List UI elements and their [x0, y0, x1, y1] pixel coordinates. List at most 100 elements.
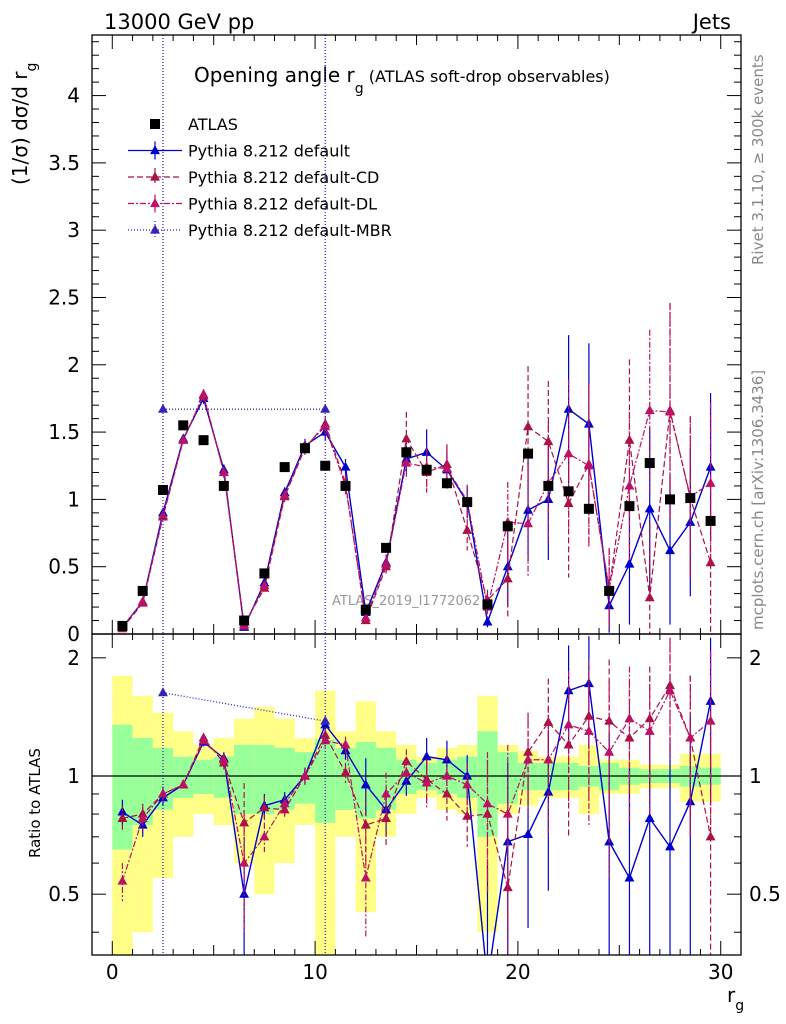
ratio-tick-label: 2 [67, 646, 80, 670]
atlas-point [502, 521, 513, 532]
band-inner [233, 744, 255, 815]
x-axis-label-main: r [727, 983, 736, 1007]
band-inner [173, 756, 194, 798]
y-tick-label: 1 [67, 487, 80, 511]
pythia-8-212-default-dl-ratio-point [279, 798, 290, 808]
x-tick-label: 30 [708, 960, 733, 984]
legend-label: Pythia 8.212 default-DL [188, 195, 377, 214]
pythia-8-212-default-dl-ratio-point [401, 767, 412, 777]
atlas-point [157, 484, 168, 495]
pythia-8-212-default-point [340, 461, 351, 471]
y-tick-label: 2 [67, 353, 80, 377]
band-inner [375, 747, 397, 810]
atlas-point [401, 447, 412, 458]
mbr-ratio-point [158, 687, 168, 697]
pythia-8-212-default-dl-ratio-point [259, 831, 270, 841]
mbr-point [158, 403, 168, 413]
pythia-8-212-default-point [644, 503, 655, 513]
atlas-point [198, 435, 209, 446]
legend: ATLAS Pythia 8.212 default Pythia 8.212 de… [128, 115, 392, 240]
x-tick-label: 10 [302, 960, 327, 984]
y-tick-label: 4 [67, 84, 80, 108]
ratio-tick-label: 1 [67, 764, 80, 788]
pythia-8-212-default-dl-ratio-point [563, 719, 574, 729]
pythia-8-212-default-dl-point [360, 612, 371, 622]
band-inner [477, 731, 498, 837]
atlas-point [178, 420, 189, 431]
pythia-8-212-default-dl-point [644, 405, 655, 415]
pythia-8-212-default-dl-ratio-point [421, 777, 432, 787]
pythia-8-212-default-dl-ratio-point [300, 770, 310, 780]
ratio-tick-label-right: 1 [749, 764, 762, 788]
pythia-8-212-default-dl-ratio-point [543, 754, 554, 764]
band-inner [132, 737, 153, 826]
pythia-8-212-default-dl-ratio-point [137, 812, 148, 822]
pythia-8-212-default-dl-ratio-line [121, 689, 711, 882]
pythia-8-212-default-ratio-point [624, 872, 635, 882]
atlas-point [320, 460, 331, 471]
pythia-8-212-default-dl-point [158, 510, 168, 520]
header-left: 13000 GeV pp [104, 10, 254, 34]
mbr-ratio-point [320, 715, 331, 725]
pythia-8-212-default-dl-point [583, 460, 594, 470]
pythia-8-212-default-cd-ratio-point [665, 680, 675, 690]
pythia-8-212-default-dl-point [259, 580, 270, 590]
atlas-point [665, 494, 676, 505]
legend-marker [150, 171, 160, 181]
legend-marker [150, 198, 160, 208]
legend-marker [150, 145, 160, 155]
atlas-point [705, 515, 716, 526]
atlas-point [462, 497, 473, 508]
pythia-8-212-default-ratio-point [644, 812, 655, 822]
y-tick-label: 3 [67, 218, 80, 242]
watermark-label: ATLAS_2019_I1772062 [332, 594, 480, 609]
pythia-8-212-default-dl-ratio-point [705, 715, 716, 725]
y-tick-label: 3.5 [48, 151, 80, 175]
y-axis-label-main: (1/σ) dσ/d r [8, 71, 32, 185]
pythia-8-212-default-ratio-point [483, 976, 493, 985]
atlas-point [279, 462, 290, 473]
x-tick-label: 0 [106, 960, 119, 984]
ratio-bands [92, 675, 741, 955]
band-inner [112, 724, 133, 850]
atlas-point [137, 585, 148, 596]
pythia-8-212-default-cd-ratio-point [239, 817, 250, 827]
pythia-8-212-default-dl-point [523, 518, 533, 528]
chart-title-main: Opening angle r [194, 63, 356, 87]
ratio-tick-label-right: 2 [749, 646, 762, 670]
pythia-8-212-default-ratio-point [523, 828, 533, 838]
pythia-8-212-default-dl-ratio-point [685, 732, 696, 742]
pythia-8-212-default-point [624, 558, 635, 568]
pythia-8-212-default-point [482, 616, 493, 626]
pythia-8-212-default-point [665, 545, 675, 555]
atlas-point [563, 486, 574, 497]
atlas-point [604, 585, 615, 596]
pythia-8-212-default-dl-ratio-point [441, 770, 452, 780]
atlas-point [360, 604, 371, 615]
pythia-8-212-default-cd-point [644, 592, 655, 602]
pythia-8-212-default-dl-ratio-point [178, 779, 189, 789]
pythia-8-212-default-dl-point [279, 489, 290, 499]
chart-title-sub: g [355, 81, 364, 97]
series-layer [117, 35, 716, 985]
atlas-point [624, 501, 635, 512]
pythia-8-212-default-dl-point [441, 462, 452, 473]
pythia-8-212-default-dl-ratio-point [198, 735, 209, 745]
atlas-point [583, 503, 594, 514]
pythia-8-212-default-ratio-point [239, 888, 250, 898]
pythia-8-212-default-cd-ratio-point [259, 802, 270, 812]
pythia-8-212-default-line [121, 396, 712, 630]
pythia-8-212-default-cd-ratio-point [624, 732, 635, 742]
chart-title-tail: (ATLAS soft-drop observables) [364, 67, 610, 86]
pythia-8-212-default-cd-ratio-point [117, 812, 128, 822]
pythia-8-212-default-dl-point [218, 466, 229, 477]
atlas-point [259, 568, 270, 579]
mbr-point [320, 403, 331, 413]
legend-marker [150, 224, 160, 234]
legend-label: Pythia 8.212 default [188, 142, 350, 161]
legend-atlas-marker [150, 119, 160, 129]
pythia-8-212-default-dl-point [198, 388, 209, 398]
axes-layer: 0 10 20 30 0 0.5 1 1.5 2 2.5 3 3.5 4 0.5 0.5 1 1 2 2 [48, 34, 781, 984]
pythia-8-212-default-dl-ratio-point [360, 872, 371, 882]
